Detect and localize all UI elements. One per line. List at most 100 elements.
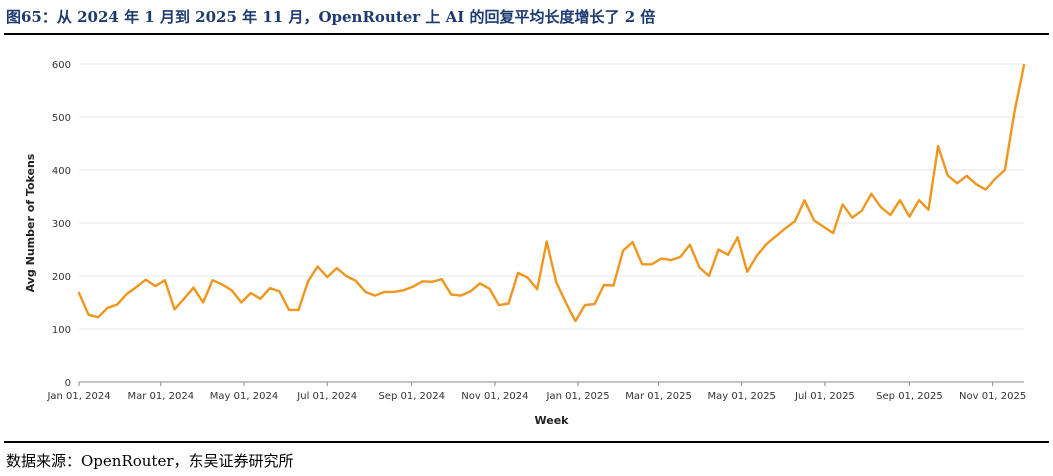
data-point [527, 276, 529, 279]
data-point [116, 304, 118, 306]
data-point [1013, 111, 1016, 113]
data-point [737, 236, 739, 238]
series-line [77, 63, 1026, 323]
data-point [336, 267, 338, 269]
bottom-rule [4, 441, 1049, 443]
data-point [889, 214, 891, 216]
data-point [507, 302, 510, 305]
data-point [546, 240, 548, 243]
y-tick-label: 200 [52, 272, 71, 283]
data-point [164, 279, 166, 281]
data-point [259, 298, 261, 300]
data-point [87, 314, 90, 316]
data-point [355, 280, 357, 282]
x-tick-label: Jul 01, 2024 [296, 391, 357, 402]
series-layer [77, 63, 1026, 323]
data-point [240, 301, 242, 304]
data-point [202, 301, 204, 304]
data-point [555, 281, 557, 283]
x-tick-label: Jan 01, 2025 [546, 391, 610, 402]
data-point [173, 308, 176, 310]
data-point [794, 220, 796, 223]
y-tick-label: 600 [52, 60, 71, 71]
data-point [402, 289, 405, 291]
data-point [135, 286, 137, 288]
x-tick-label: Jan 01, 2024 [46, 391, 110, 402]
x-tick-label: Nov 01, 2024 [461, 391, 528, 402]
data-point [536, 288, 538, 290]
data-point [880, 206, 882, 208]
data-point [966, 175, 968, 177]
x-tick-label: Sep 01, 2024 [378, 391, 445, 402]
data-point [908, 216, 911, 218]
data-point [708, 275, 710, 277]
data-point [756, 255, 758, 257]
figure-title: 图65：从 2024 年 1 月到 2025 年 11 月，OpenRouter… [6, 8, 656, 26]
data-point [221, 283, 223, 286]
x-tick-label: Nov 01, 2025 [959, 391, 1026, 402]
data-point [612, 284, 615, 287]
data-point [460, 295, 462, 297]
data-point [851, 217, 853, 219]
data-point [861, 210, 863, 212]
data-point [651, 263, 653, 265]
data-point [947, 174, 949, 176]
data-point [975, 183, 977, 185]
top-rule [4, 33, 1049, 35]
data-point [584, 304, 586, 306]
data-point [832, 232, 834, 234]
y-tick-label: 300 [52, 219, 71, 230]
data-point [469, 290, 471, 292]
data-point [517, 272, 519, 274]
data-point [97, 316, 99, 318]
source-note: 数据来源：OpenRouter，东吴证券研究所 [6, 452, 294, 470]
data-point [994, 177, 996, 180]
data-point [698, 266, 701, 269]
data-point [689, 244, 691, 246]
data-point [641, 263, 643, 265]
data-point [574, 320, 576, 322]
data-point [727, 254, 729, 256]
data-point [307, 280, 309, 282]
data-point [822, 226, 825, 228]
x-tick-labels: Jan 01, 2024 Mar 01, 2024 May 01, 2024 Jul … [46, 382, 1026, 402]
x-tick-label: May 01, 2025 [708, 391, 776, 402]
data-point [670, 259, 672, 261]
data-point [803, 199, 806, 201]
data-point [927, 209, 930, 211]
data-point [937, 145, 939, 147]
data-point [364, 291, 366, 293]
data-point [431, 281, 433, 283]
data-point [899, 199, 901, 201]
data-point [746, 271, 748, 273]
data-point [393, 291, 395, 293]
x-tick-label: Mar 01, 2024 [128, 391, 195, 402]
data-point [374, 295, 376, 297]
data-point [269, 287, 271, 289]
data-point [765, 243, 767, 245]
data-point [870, 193, 872, 195]
data-point [717, 248, 720, 251]
data-point [603, 284, 605, 286]
data-point [212, 279, 214, 281]
data-point [317, 265, 319, 268]
x-axis-label: Week [535, 414, 570, 427]
data-point [593, 303, 596, 305]
data-point [145, 279, 147, 281]
data-point [679, 256, 681, 258]
data-point [231, 289, 233, 291]
data-point [660, 257, 662, 260]
data-point [1004, 169, 1006, 171]
data-point [498, 304, 500, 306]
y-tick-label: 400 [52, 166, 71, 177]
data-point [784, 227, 786, 229]
data-point [775, 235, 777, 237]
gridlines [79, 63, 1024, 330]
data-point [479, 282, 481, 285]
data-point [107, 307, 109, 309]
data-point [126, 293, 128, 295]
data-point [813, 219, 815, 221]
y-tick-label: 100 [52, 325, 71, 336]
data-point [422, 280, 424, 282]
y-tick-label: 0 [65, 378, 71, 389]
